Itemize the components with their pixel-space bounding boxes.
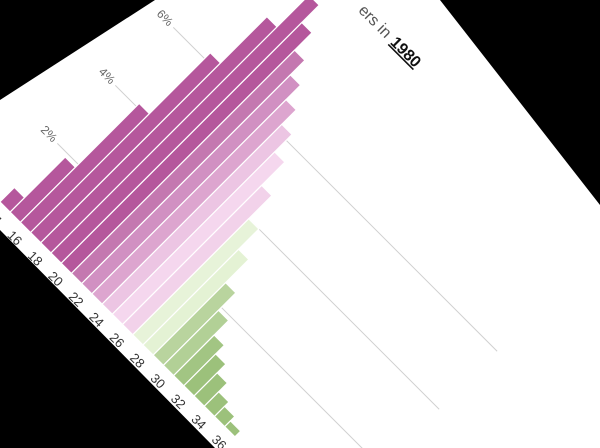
bars (0, 0, 321, 438)
bar (223, 420, 242, 438)
x-tick-label: 36 (209, 432, 230, 448)
x-tick-label: 14 (0, 207, 5, 228)
